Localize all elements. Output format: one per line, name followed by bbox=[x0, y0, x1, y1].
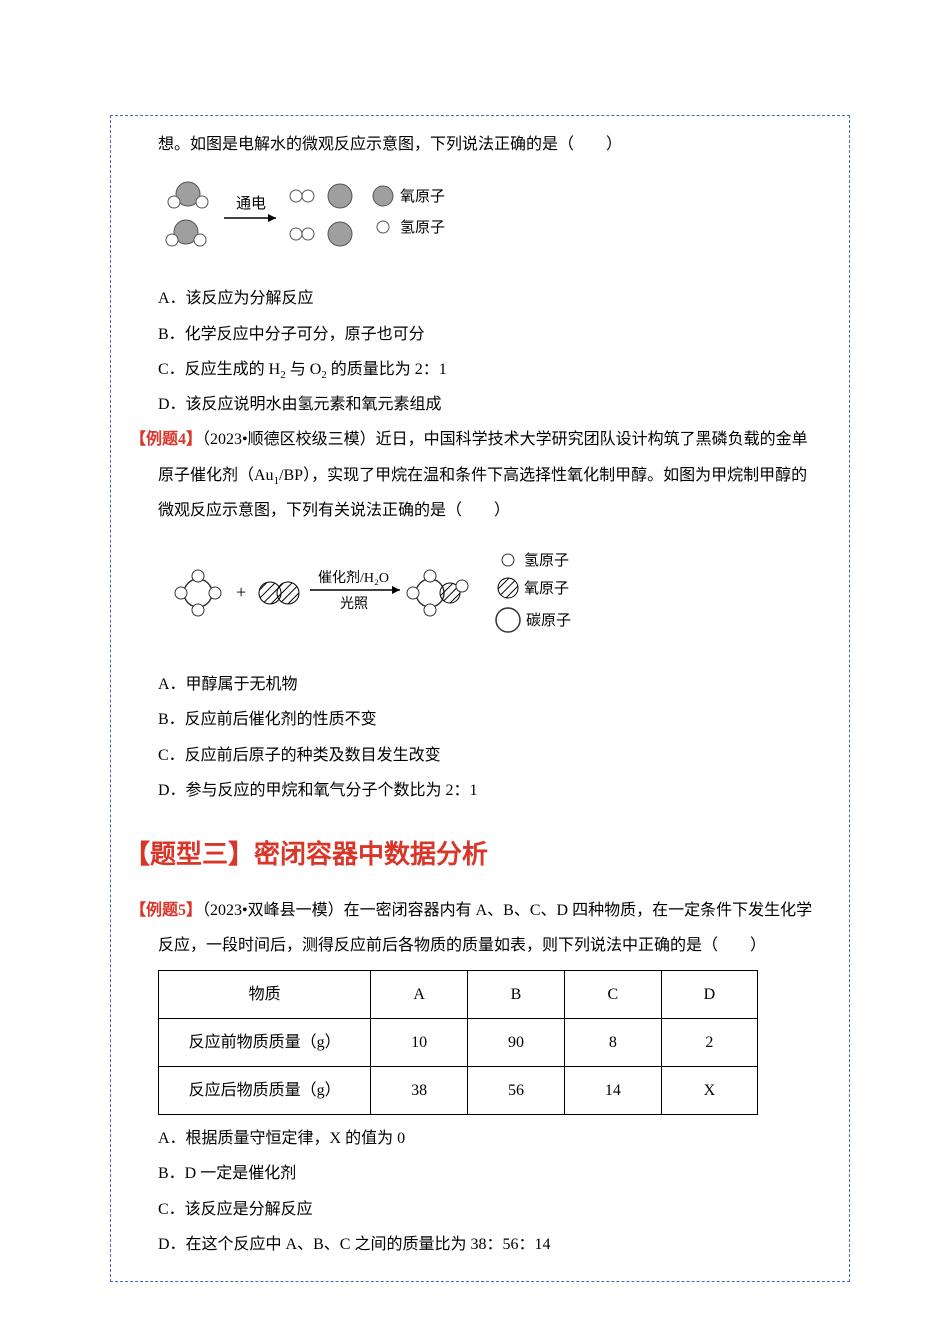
th0: 物质 bbox=[159, 970, 371, 1018]
legend-h: 氢原子 bbox=[524, 552, 569, 569]
example4-block: 【例题4】（2023•顺德区校级三模）近日，中国科学技术大学研究团队设计构筑了黑… bbox=[130, 422, 830, 457]
q4-option-c: C．反应前后原子的种类及数目发生改变 bbox=[130, 738, 830, 773]
legend-c: 碳原子 bbox=[526, 612, 571, 629]
legend-hydrogen: 氢原子 bbox=[400, 219, 445, 236]
th3: C bbox=[564, 970, 661, 1018]
arrow-bottom-label: 光照 bbox=[340, 596, 368, 612]
diagram-electrolysis: 通电 氧原子 氢原子 bbox=[158, 172, 830, 275]
example4-line2: 原子催化剂（Au1/BP），实现了甲烷在温和条件下高选择性氧化制甲醇。如图为甲烷… bbox=[130, 458, 830, 493]
r2c2: 56 bbox=[468, 1066, 565, 1114]
q3-option-a: A．该反应为分解反应 bbox=[130, 281, 830, 316]
page-content: 想。如图是电解水的微观反应示意图，下列说法正确的是（ ） 通电 bbox=[110, 115, 850, 1282]
q3c-p3: 的质量比为 2：1 bbox=[327, 361, 447, 378]
q5-option-a: A．根据质量守恒定律，X 的值为 0 bbox=[130, 1121, 830, 1156]
diagram-methane: + 催化剂/H₂O 光照 bbox=[158, 538, 830, 661]
q3-intro: 想。如图是电解水的微观反应示意图，下列说法正确的是（ ） bbox=[130, 127, 830, 162]
r2c4: X bbox=[661, 1066, 757, 1114]
mass-table: 物质 A B C D 反应前物质质量（g） 10 90 8 2 反应后物质质量（… bbox=[158, 970, 758, 1116]
section3-title: 【题型三】密闭容器中数据分析 bbox=[124, 826, 830, 883]
q5-option-d: D．在这个反应中 A、B、C 之间的质量比为 38：56：14 bbox=[130, 1227, 830, 1262]
q3-option-b: B．化学反应中分子可分，原子也可分 bbox=[130, 317, 830, 352]
example5-line1: （2023•双峰县一模）在一密闭容器内有 A、B、C、D 四种物质，在一定条件下… bbox=[202, 902, 812, 919]
example5-block: 【例题5】（2023•双峰县一模）在一密闭容器内有 A、B、C、D 四种物质，在… bbox=[130, 893, 830, 928]
example4-line3: 微观反应示意图，下列有关说法正确的是（ ） bbox=[130, 493, 830, 528]
legend-o: 氧原子 bbox=[524, 580, 569, 597]
r2c3: 14 bbox=[564, 1066, 661, 1114]
r1c3: 8 bbox=[564, 1018, 661, 1066]
q5-option-b: B．D 一定是催化剂 bbox=[130, 1156, 830, 1191]
q4-option-d: D．参与反应的甲烷和氧气分子个数比为 2：1 bbox=[130, 773, 830, 808]
r1c0: 反应前物质质量（g） bbox=[159, 1018, 371, 1066]
q4-option-a: A．甲醇属于无机物 bbox=[130, 667, 830, 702]
r1c1: 10 bbox=[371, 1018, 468, 1066]
example4-line1: （2023•顺德区校级三模）近日，中国科学技术大学研究团队设计构筑了黑磷负载的金… bbox=[202, 431, 808, 448]
q3c-p2: 与 O bbox=[286, 361, 322, 378]
table-row: 反应前物质质量（g） 10 90 8 2 bbox=[159, 1018, 758, 1066]
example5-label: 【例题5】 bbox=[130, 902, 202, 919]
r2c0: 反应后物质质量（g） bbox=[159, 1066, 371, 1114]
r2c1: 38 bbox=[371, 1066, 468, 1114]
th1: A bbox=[371, 970, 468, 1018]
r1c4: 2 bbox=[661, 1018, 757, 1066]
ex4-l2p: 原子催化剂（Au bbox=[158, 467, 274, 484]
example5-line2: 反应，一段时间后，测得反应前后各物质的质量如表，则下列说法中正确的是（ ） bbox=[130, 928, 830, 963]
arrow-top-label: 催化剂/H₂O bbox=[318, 570, 389, 586]
th2: B bbox=[468, 970, 565, 1018]
svg-text:+: + bbox=[236, 582, 246, 602]
th4: D bbox=[661, 970, 757, 1018]
arrow-label-1: 通电 bbox=[236, 195, 266, 212]
legend-oxygen: 氧原子 bbox=[400, 188, 445, 205]
q3-option-d: D．该反应说明水由氢元素和氧元素组成 bbox=[130, 387, 830, 422]
table-row: 反应后物质质量（g） 38 56 14 X bbox=[159, 1066, 758, 1114]
table-row: 物质 A B C D bbox=[159, 970, 758, 1018]
example4-label: 【例题4】 bbox=[130, 431, 202, 448]
r1c2: 90 bbox=[468, 1018, 565, 1066]
q5-option-c: C．该反应是分解反应 bbox=[130, 1192, 830, 1227]
q3c-p1: C．反应生成的 H bbox=[158, 361, 280, 378]
q3-option-c: C．反应生成的 H2 与 O2 的质量比为 2：1 bbox=[130, 352, 830, 387]
ex4-l2s: /BP），实现了甲烷在温和条件下高选择性氧化制甲醇。如图为甲烷制甲醇的 bbox=[279, 467, 807, 484]
q4-option-b: B．反应前后催化剂的性质不变 bbox=[130, 702, 830, 737]
